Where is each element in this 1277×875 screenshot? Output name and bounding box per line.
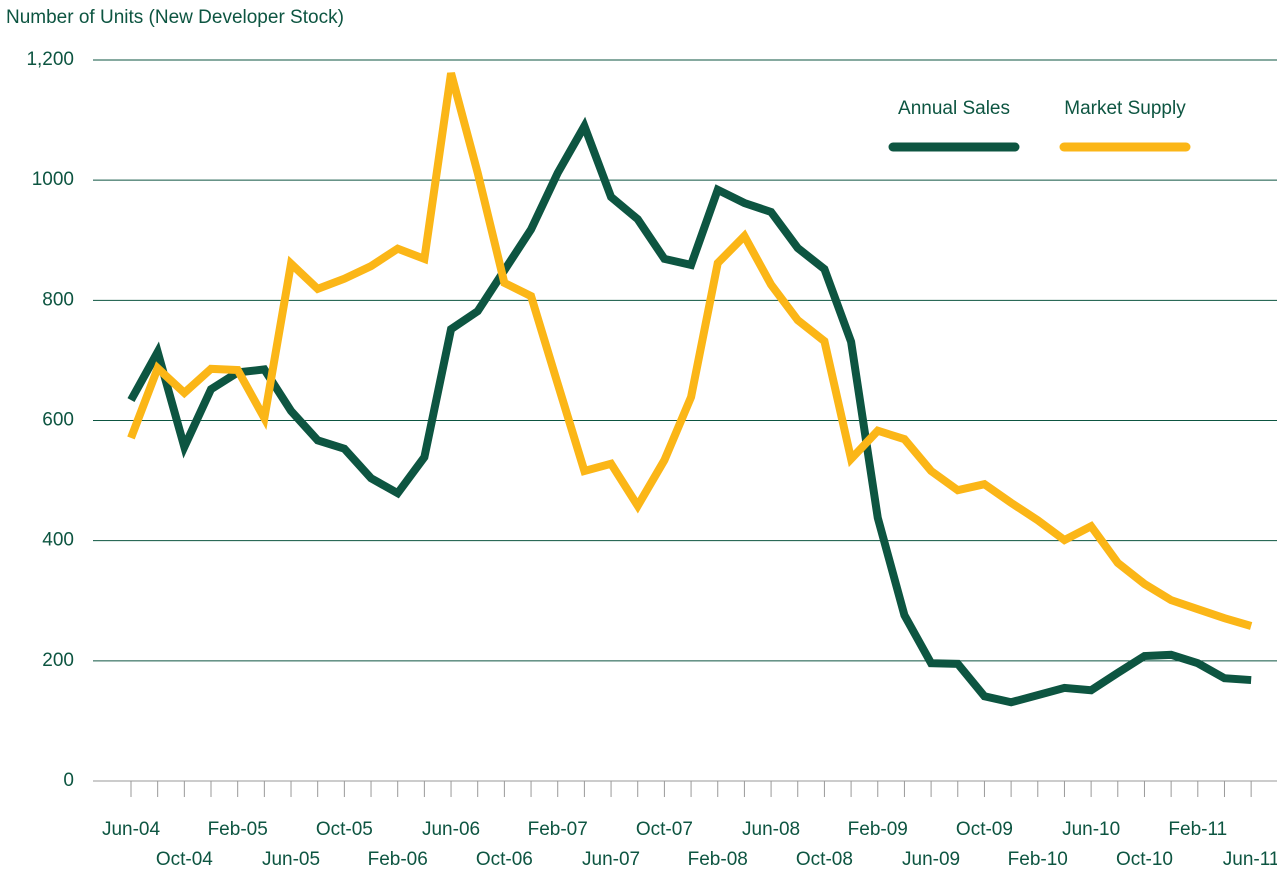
x-tick-label: Oct-10 bbox=[1116, 849, 1173, 870]
x-tick-label: Jun-07 bbox=[582, 849, 640, 870]
y-tick-label: 0 bbox=[63, 770, 74, 791]
y-tick-label: 1,200 bbox=[26, 49, 74, 70]
legend-label: Annual Sales bbox=[898, 98, 1010, 119]
x-tick-label: Oct-04 bbox=[156, 849, 213, 870]
series-line bbox=[127, 116, 1252, 707]
x-tick-label: Jun-11 bbox=[1223, 849, 1277, 870]
x-tick-label: Oct-06 bbox=[476, 849, 533, 870]
x-tick-label: Feb-05 bbox=[208, 819, 268, 840]
x-tick-label: Feb-06 bbox=[368, 849, 428, 870]
x-tick-label: Jun-09 bbox=[902, 849, 960, 870]
x-tick-label: Jun-08 bbox=[742, 819, 800, 840]
x-tick-label: Jun-10 bbox=[1062, 819, 1120, 840]
y-tick-label: 800 bbox=[42, 289, 74, 310]
y-tick-label: 600 bbox=[42, 410, 74, 431]
x-tick-label: Jun-06 bbox=[422, 819, 480, 840]
x-tick-label: Oct-05 bbox=[316, 819, 373, 840]
x-tick-label: Feb-11 bbox=[1168, 819, 1227, 840]
y-tick-label: 1000 bbox=[32, 169, 74, 190]
x-tick-label: Feb-10 bbox=[1008, 849, 1068, 870]
chart-title: Number of Units (New Developer Stock) bbox=[6, 7, 344, 28]
x-tick-label: Oct-07 bbox=[636, 819, 693, 840]
series-line bbox=[127, 72, 1253, 630]
x-tick-label: Jun-05 bbox=[262, 849, 320, 870]
x-tick-label: Oct-09 bbox=[956, 819, 1013, 840]
x-tick-label: Feb-07 bbox=[528, 819, 588, 840]
y-tick-label: 200 bbox=[42, 650, 74, 671]
x-tick-label: Feb-08 bbox=[688, 849, 748, 870]
y-tick-label: 400 bbox=[42, 530, 74, 551]
x-tick-label: Oct-08 bbox=[796, 849, 853, 870]
legend-label: Market Supply bbox=[1064, 98, 1186, 119]
x-tick-label: Feb-09 bbox=[848, 819, 908, 840]
x-tick-label: Jun-04 bbox=[102, 819, 161, 840]
